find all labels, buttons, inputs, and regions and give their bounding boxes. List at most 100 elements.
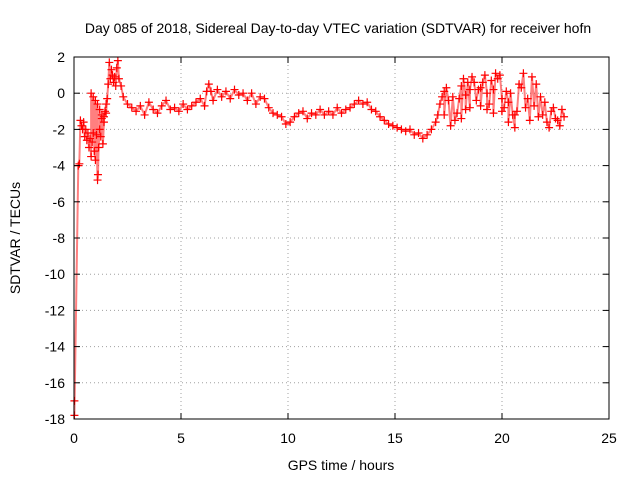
data-point bbox=[105, 58, 114, 67]
data-point bbox=[367, 105, 376, 114]
data-point bbox=[472, 96, 481, 105]
data-point bbox=[251, 100, 260, 109]
data-point bbox=[525, 116, 534, 125]
y-tick-label: -14 bbox=[45, 339, 65, 355]
data-point bbox=[277, 112, 286, 121]
data-point bbox=[536, 92, 545, 101]
data-point bbox=[324, 107, 333, 116]
chart-title: Day 085 of 2018, Sidereal Day-to-day VTE… bbox=[85, 20, 591, 36]
x-tick-label: 25 bbox=[601, 430, 617, 446]
data-point bbox=[247, 89, 256, 98]
data-point bbox=[545, 123, 554, 132]
data-point bbox=[393, 123, 402, 132]
data-point bbox=[221, 87, 230, 96]
data-point bbox=[418, 134, 427, 143]
data-point bbox=[230, 85, 239, 94]
data-point bbox=[405, 125, 414, 134]
data-point bbox=[316, 105, 325, 114]
data-point bbox=[281, 119, 290, 128]
data-point bbox=[87, 152, 96, 161]
data-point bbox=[96, 132, 105, 141]
data-point bbox=[132, 107, 141, 116]
data-point bbox=[183, 105, 192, 114]
data-point bbox=[538, 110, 547, 119]
data-point bbox=[112, 63, 121, 72]
data-point bbox=[311, 110, 320, 119]
y-tick-label: -12 bbox=[45, 302, 65, 318]
data-point bbox=[534, 112, 543, 121]
data-point bbox=[515, 80, 524, 89]
data-point bbox=[410, 130, 419, 139]
y-tick-label: 2 bbox=[57, 49, 65, 65]
data-point bbox=[98, 139, 107, 148]
data-point bbox=[337, 109, 346, 118]
data-point bbox=[557, 105, 566, 114]
data-point bbox=[286, 118, 295, 127]
data-point bbox=[483, 89, 492, 98]
data-point bbox=[107, 65, 116, 74]
data-point bbox=[239, 89, 248, 98]
data-points bbox=[70, 56, 569, 420]
y-tick-label: -10 bbox=[45, 266, 65, 282]
data-point bbox=[461, 105, 470, 114]
data-point bbox=[174, 107, 183, 116]
data-point bbox=[358, 100, 367, 109]
data-point bbox=[94, 143, 103, 152]
y-tick-label: 0 bbox=[57, 85, 65, 101]
data-point bbox=[123, 100, 132, 109]
data-point bbox=[110, 72, 119, 81]
data-point bbox=[157, 101, 166, 110]
data-point bbox=[93, 100, 102, 109]
data-point bbox=[455, 94, 464, 103]
data-point bbox=[532, 80, 541, 89]
data-point bbox=[476, 83, 485, 92]
data-point bbox=[269, 109, 278, 118]
data-point bbox=[549, 103, 558, 112]
data-point bbox=[84, 143, 93, 152]
data-point bbox=[170, 103, 179, 112]
data-point bbox=[489, 109, 498, 118]
data-point bbox=[264, 103, 273, 112]
data-point bbox=[465, 85, 474, 94]
data-point bbox=[560, 112, 569, 121]
data-point bbox=[191, 98, 200, 107]
data-point bbox=[457, 114, 466, 123]
data-point bbox=[553, 116, 562, 125]
x-tick-label: 5 bbox=[177, 430, 185, 446]
data-point bbox=[298, 107, 307, 116]
data-point bbox=[217, 92, 226, 101]
data-point bbox=[442, 83, 451, 92]
data-point bbox=[117, 81, 126, 90]
data-point bbox=[119, 92, 128, 101]
data-point bbox=[226, 94, 235, 103]
gridlines bbox=[74, 57, 609, 419]
data-point bbox=[431, 118, 440, 127]
data-point bbox=[243, 96, 252, 105]
data-point bbox=[88, 138, 97, 147]
data-point bbox=[273, 110, 282, 119]
data-point bbox=[213, 85, 222, 94]
data-point bbox=[478, 78, 487, 87]
data-point bbox=[555, 121, 564, 130]
data-point bbox=[102, 109, 111, 118]
data-point bbox=[149, 105, 158, 114]
data-point bbox=[438, 92, 447, 101]
y-tick-label: -6 bbox=[53, 194, 66, 210]
data-point bbox=[491, 69, 500, 78]
data-point bbox=[303, 114, 312, 123]
data-point bbox=[483, 105, 492, 114]
data-point bbox=[114, 74, 123, 83]
data-point bbox=[504, 118, 513, 127]
data-point bbox=[234, 91, 243, 100]
data-point bbox=[187, 101, 196, 110]
x-tick-label: 10 bbox=[280, 430, 296, 446]
data-point bbox=[527, 72, 536, 81]
data-point bbox=[397, 125, 406, 134]
data-point bbox=[495, 71, 504, 80]
data-point bbox=[401, 127, 410, 136]
data-point bbox=[95, 125, 104, 134]
data-point bbox=[91, 156, 100, 165]
data-point bbox=[450, 116, 459, 125]
data-point bbox=[465, 103, 474, 112]
data-point bbox=[162, 96, 171, 105]
